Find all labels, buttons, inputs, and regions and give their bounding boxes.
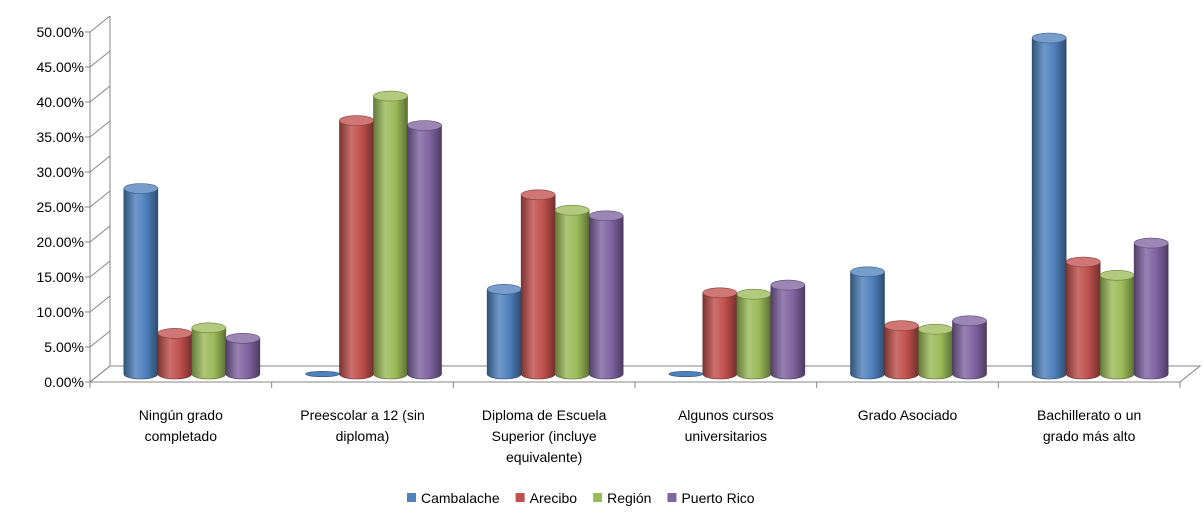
bar-cambalache	[486, 283, 522, 380]
y-tick-label: 45.00%	[37, 59, 84, 75]
bar-puerto-rico	[1133, 237, 1169, 380]
y-tick-mark	[89, 225, 111, 243]
bar-arecibo	[339, 115, 374, 380]
legend-label: Cambalache	[421, 490, 500, 506]
legend-item: Arecibo	[515, 490, 578, 506]
x-category-label: grado más alto	[1043, 428, 1136, 444]
y-tick-mark	[89, 155, 111, 173]
y-tick-label: 40.00%	[37, 94, 84, 110]
category-labels: Ningún grado completado Preescolar a 12 (s…	[139, 407, 1142, 465]
legend-item: Puerto Rico	[667, 490, 755, 506]
y-tick-mark	[89, 260, 111, 278]
legend-label: Región	[607, 490, 651, 506]
y-tick-mark	[89, 190, 111, 208]
y-tick-mark	[89, 120, 111, 138]
y-tick-label: 30.00%	[37, 164, 84, 180]
bar-cambalache	[1031, 32, 1067, 380]
y-tick-label: 10.00%	[37, 304, 84, 320]
bar-región	[918, 323, 953, 380]
x-category-label: universitarios	[685, 428, 767, 444]
bar-puerto-rico	[588, 210, 624, 380]
legend-label: Puerto Rico	[681, 490, 754, 506]
bar-puerto-rico	[770, 279, 806, 380]
y-tick-mark	[89, 50, 111, 68]
chart-legend: Cambalache Arecibo Región Puerto Rico	[407, 490, 755, 506]
chart-bars	[123, 32, 1169, 380]
bar-cambalache	[668, 370, 704, 378]
bar-región	[1099, 269, 1135, 380]
x-category-label: Algunos cursos	[678, 407, 774, 423]
bar-arecibo	[1065, 256, 1101, 380]
x-category-label: Grado Asociado	[858, 407, 958, 423]
y-tick-label: 20.00%	[37, 234, 84, 250]
y-tick-label: 15.00%	[37, 269, 84, 285]
x-category-label: equivalente)	[506, 449, 582, 465]
y-tick-mark	[89, 85, 111, 103]
bar-región	[736, 288, 772, 380]
chart-axes: 0.00% 5.00% 10.00% 15.00% 20.00% 25.00% 30.00%…	[37, 15, 1202, 390]
legend-swatch	[667, 493, 677, 502]
bar-arecibo	[520, 189, 556, 380]
y-tick-label: 0.00%	[44, 374, 84, 390]
y-tick-label: 35.00%	[37, 129, 84, 145]
bar-región	[373, 90, 408, 380]
bar-puerto-rico	[952, 315, 987, 380]
bar-región	[554, 204, 590, 380]
bar-arecibo	[702, 287, 738, 380]
bar-cambalache	[305, 370, 340, 378]
y-tick-mark	[89, 15, 111, 33]
bar-arecibo	[157, 328, 193, 380]
x-category-label: diploma)	[336, 428, 390, 444]
legend-item: Cambalache	[407, 490, 500, 506]
legend-swatch	[515, 493, 525, 502]
y-tick-mark	[89, 295, 111, 313]
bar-puerto-rico	[225, 332, 261, 380]
x-category-label: Superior (incluye	[492, 428, 597, 444]
bar-arecibo	[884, 320, 919, 380]
x-category-label: Preescolar a 12 (sin	[300, 407, 425, 423]
bar-cambalache	[850, 266, 885, 380]
legend-label: Arecibo	[530, 490, 578, 506]
legend-swatch	[593, 493, 603, 502]
y-tick-mark	[89, 365, 111, 383]
y-tick-mark	[89, 330, 111, 348]
y-tick-label: 25.00%	[37, 199, 84, 215]
x-category-label: completado	[145, 428, 218, 444]
x-category-label: Ningún grado	[139, 407, 223, 423]
y-tick-label: 5.00%	[44, 339, 84, 355]
bar-puerto-rico	[407, 120, 442, 380]
legend-swatch	[407, 493, 416, 502]
y-tick-label: 50.00%	[37, 24, 84, 40]
x-category-label: Bachillerato o un	[1037, 407, 1141, 423]
bar-cambalache	[123, 183, 159, 380]
legend-item: Región	[593, 490, 651, 506]
bar-región	[191, 322, 227, 380]
x-category-label: Diploma de Escuela	[482, 407, 607, 423]
